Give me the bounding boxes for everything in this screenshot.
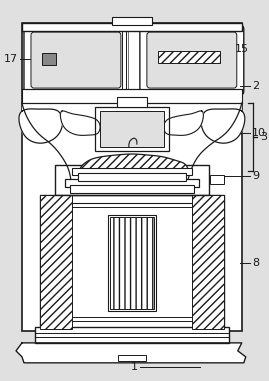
FancyBboxPatch shape: [147, 32, 237, 88]
Bar: [22, 23, 242, 331]
Bar: [95, 107, 169, 151]
Bar: [35, 327, 229, 343]
Bar: [40, 195, 72, 329]
Text: 15: 15: [235, 44, 249, 54]
Bar: [108, 215, 156, 311]
Text: 9: 9: [252, 171, 259, 181]
FancyBboxPatch shape: [140, 25, 244, 95]
Bar: [42, 53, 56, 65]
Bar: [22, 23, 242, 31]
Polygon shape: [22, 103, 242, 189]
Text: 2: 2: [252, 81, 259, 91]
Bar: [70, 185, 194, 193]
Bar: [118, 355, 146, 361]
Polygon shape: [164, 111, 203, 135]
Text: 17: 17: [4, 54, 18, 64]
Text: 10: 10: [252, 128, 266, 138]
Text: 3: 3: [260, 132, 267, 142]
Bar: [72, 168, 192, 175]
Bar: [192, 195, 224, 329]
Bar: [78, 173, 186, 181]
Bar: [55, 165, 209, 195]
Bar: [100, 111, 164, 147]
Bar: [117, 97, 147, 107]
Bar: [110, 217, 154, 309]
Bar: [65, 179, 199, 187]
Bar: [22, 89, 242, 103]
Text: 8: 8: [252, 258, 259, 268]
Bar: [40, 195, 224, 329]
Polygon shape: [16, 343, 246, 363]
Bar: [112, 17, 152, 25]
Polygon shape: [80, 154, 188, 191]
FancyBboxPatch shape: [24, 25, 128, 95]
Text: 1: 1: [130, 362, 137, 372]
Bar: [120, 29, 128, 91]
Polygon shape: [60, 111, 100, 135]
Bar: [210, 175, 224, 184]
Polygon shape: [19, 109, 63, 143]
FancyBboxPatch shape: [31, 32, 121, 88]
Bar: [158, 51, 220, 63]
Polygon shape: [201, 109, 245, 143]
